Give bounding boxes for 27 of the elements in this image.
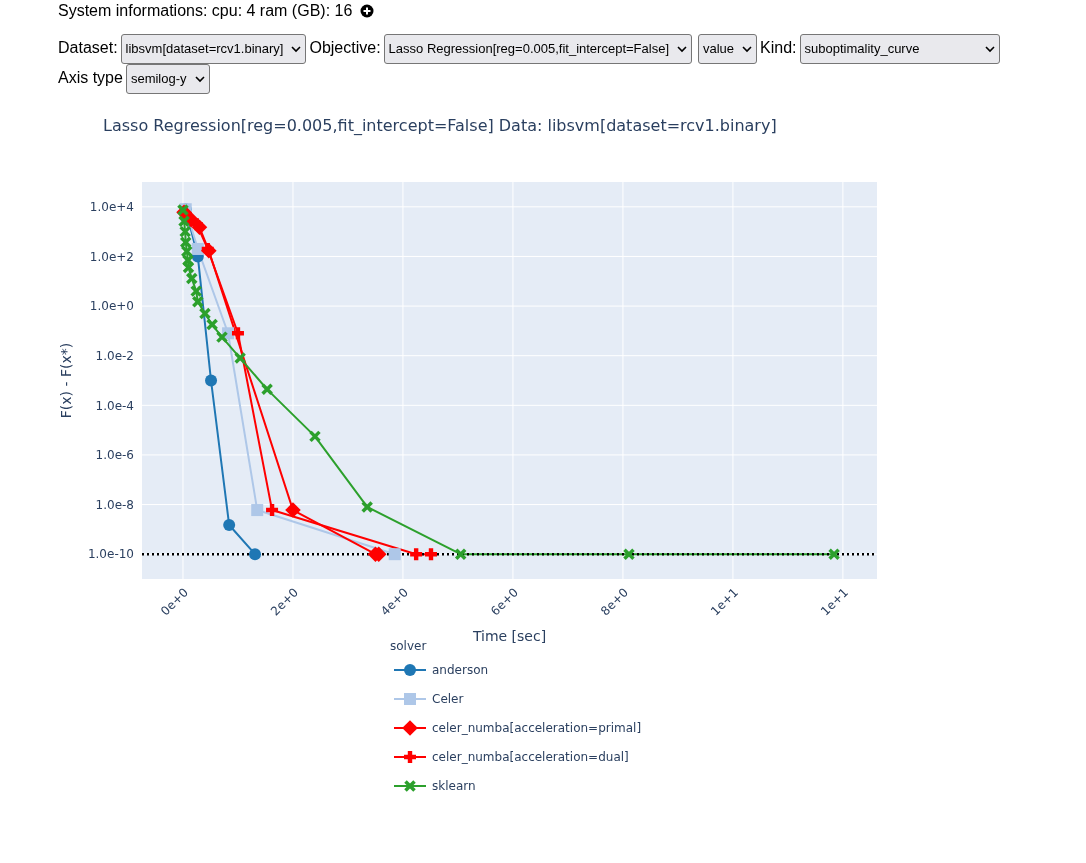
text: Lasso Regression[reg=0.005,fit_intercept=False] [388,40,669,58]
y-tick-label: 1.0e-10 [87,547,134,562]
y-tick-label: 1.0e+2 [89,249,134,264]
text: Dataset: [58,39,118,56]
y-tick-label: 1.0e+0 [89,299,134,314]
chart-title: Lasso Regression[reg=0.005,fit_intercept=False] Data: libsvm[dataset=rcv1.binary] [103,116,777,135]
legend-label: sklearn [432,778,476,793]
y-tick-label: 1.0e-4 [95,398,134,413]
legend-label: Celer [432,691,464,706]
text: System informations: cpu: 4 ram (GB): 16 [58,2,353,20]
y-tick-label: 1.0e-8 [95,497,134,512]
y-axis-title: F(x) - F(x*) [57,342,74,419]
legend-label: celer_numba[acceleration=primal] [432,720,642,735]
x-axis-title: Time [sec] [471,628,547,644]
legend-title: solver [390,639,427,653]
legend-label: celer_numba[acceleration=dual] [432,749,629,764]
text: libsvm[dataset=rcv1.binary] [125,40,284,58]
text: semilog-y [130,70,187,88]
legend-label: anderson [432,662,489,677]
y-tick-label: 1.0e-6 [95,448,134,463]
text: suboptimality_curve [804,40,921,58]
text: Objective: [309,39,381,56]
text: Axis type [58,69,123,86]
y-tick-label: 1.0e-2 [95,348,134,363]
y-tick-label: 1.0e+4 [89,200,134,215]
text: value [703,40,735,58]
text: Kind: [760,39,797,56]
